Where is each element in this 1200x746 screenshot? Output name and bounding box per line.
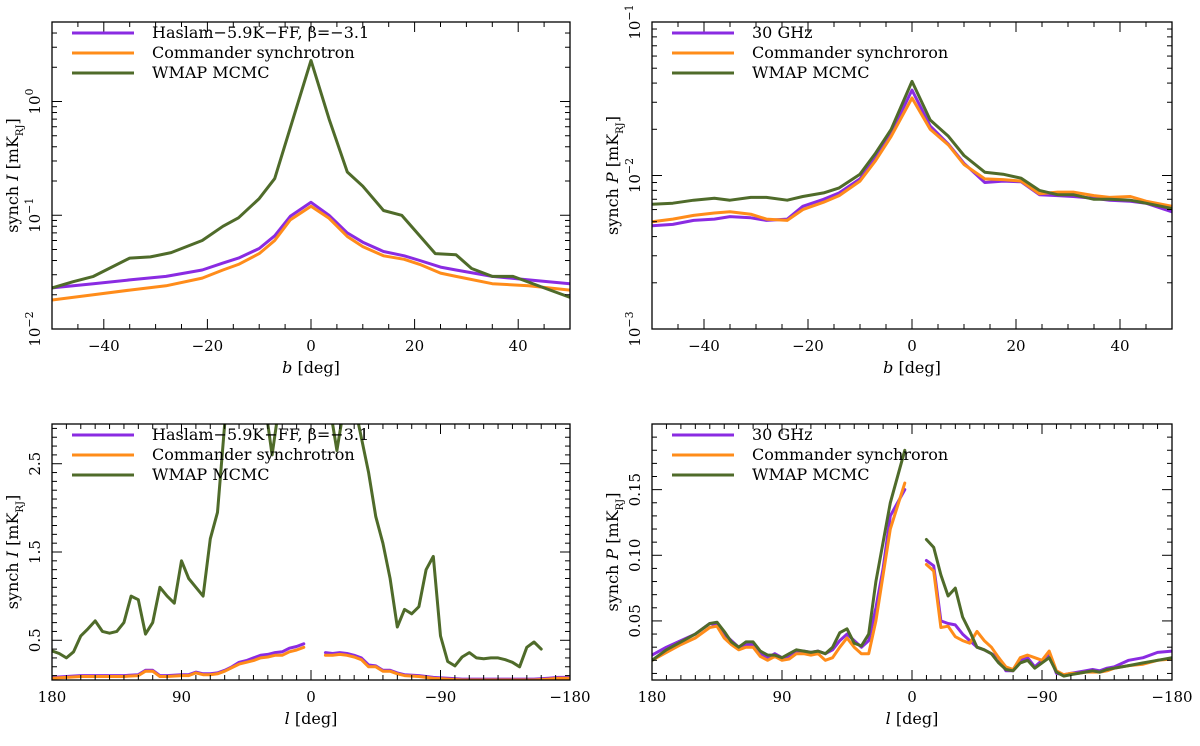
x-tick-label: 40 [1110, 337, 1129, 355]
series-line-2-seg-1 [652, 96, 1172, 224]
y-tick-label: 10−1 [23, 198, 44, 233]
series-2-br [652, 481, 1172, 677]
x-tick-label: −180 [1151, 688, 1192, 706]
series-line-1-seg-1 [52, 200, 570, 290]
y-axis-title: synch P [mKRJ] [603, 493, 626, 612]
x-axis-title: b [deg] [883, 358, 941, 377]
x-tick-label: −180 [549, 688, 590, 706]
series-3-tl [52, 58, 570, 299]
legend-label-1: Haslam−5.9K−FF, β=−3.1 [152, 425, 369, 444]
y-axis-title: synch P [mKRJ] [603, 116, 626, 235]
series-line-3-seg-2 [266, 424, 278, 457]
legend-label-3: WMAP MCMC [152, 63, 269, 82]
series-3-tr [652, 79, 1172, 210]
x-tick-label: −40 [688, 337, 720, 355]
panel-tr: −40 −20 0 20 40 10−3 10−2 10−1 b [deg] synch P [m… [603, 4, 1173, 377]
x-tick-label: 0 [306, 337, 316, 355]
y-tick-label: 10−2 [23, 311, 44, 346]
y-tick-label: 0.5 [26, 628, 44, 652]
series-line-2-seg-1 [52, 645, 306, 680]
legend-label-2: Commander synchrotron [152, 445, 355, 464]
y-tick-label: 10−1 [623, 4, 644, 39]
x-tick-label: 90 [772, 688, 791, 706]
panel-bl: 180 90 0 −90 −180 0.5 1.5 2.5 l [deg] synch I [mK… [3, 423, 591, 728]
series-1-br [652, 488, 1172, 677]
y-tick-label: 1.5 [26, 540, 44, 564]
legend-label-2: Commander synchrotron [152, 43, 355, 62]
y-tick-label: 10−3 [623, 311, 644, 346]
panel-br: 180 90 0 −90 −180 0.05 0.10 0.15 l [deg] synch P … [603, 423, 1193, 728]
series-line-3-seg-3 [331, 424, 343, 452]
x-tick-label: −90 [1026, 688, 1058, 706]
series-2-tr [652, 96, 1172, 224]
series-line-3-seg-1 [52, 58, 570, 299]
y-axis-title: synch I [mKRJ] [3, 118, 26, 232]
x-tick-label: 90 [172, 688, 191, 706]
x-tick-label: 40 [509, 337, 528, 355]
x-tick-label: 0 [907, 337, 917, 355]
series-line-2-seg-1 [652, 481, 907, 662]
series-line-3-seg-1 [652, 79, 1172, 210]
legend-label-3: WMAP MCMC [152, 465, 269, 484]
y-tick-label: 10−2 [623, 158, 644, 193]
legend-label-2: Commander synchroron [752, 445, 948, 464]
series-3-br [652, 448, 1172, 678]
y-tick-label: 0.05 [626, 604, 644, 637]
legend-label-1: 30 GHz [752, 425, 813, 444]
series-line-3-seg-1 [52, 424, 227, 660]
x-axis-title: b [deg] [282, 358, 340, 377]
legend-label-2: Commander synchroron [752, 43, 948, 62]
legend-label-3: WMAP MCMC [752, 465, 869, 484]
y-axis-title: synch I [mKRJ] [3, 495, 26, 609]
series-line-1-seg-1 [52, 642, 306, 679]
x-tick-label: −90 [425, 688, 457, 706]
x-tick-label: 0 [907, 688, 917, 706]
legend-label-3: WMAP MCMC [752, 63, 869, 82]
series-line-1-seg-1 [652, 88, 1172, 228]
series-line-3-seg-2 [924, 538, 1172, 678]
legend-label-1: Haslam−5.9K−FF, β=−3.1 [152, 23, 369, 42]
y-tick-label: 100 [23, 88, 44, 114]
series-line-3-seg-1 [652, 448, 907, 662]
series-line-1-seg-1 [652, 488, 907, 660]
x-tick-label: 180 [638, 688, 667, 706]
y-tick-label: 0.10 [626, 539, 644, 572]
x-axis-title: l [deg] [285, 709, 338, 728]
series-3-bl [52, 424, 543, 669]
x-tick-label: 20 [405, 337, 424, 355]
series-line-2-seg-1 [52, 204, 570, 302]
x-tick-label: −40 [88, 337, 120, 355]
x-tick-label: 0 [306, 688, 316, 706]
series-1-tr [652, 88, 1172, 228]
y-tick-label: 2.5 [26, 452, 44, 476]
x-tick-label: 180 [38, 688, 67, 706]
y-tick-label: 0.15 [626, 473, 644, 506]
x-tick-label: −20 [192, 337, 224, 355]
legend-label-1: 30 GHz [752, 23, 813, 42]
axes-frame [651, 21, 1173, 330]
series-line-3-seg-4 [357, 424, 543, 669]
panel-tl: −40 −20 0 20 40 10−2 10−1 100 b [deg] synch I [mK… [3, 21, 571, 377]
x-axis-title: l [deg] [886, 709, 939, 728]
x-tick-label: 20 [1006, 337, 1025, 355]
series-1-tl [52, 200, 570, 290]
x-tick-label: −20 [792, 337, 824, 355]
series-2-tl [52, 204, 570, 302]
